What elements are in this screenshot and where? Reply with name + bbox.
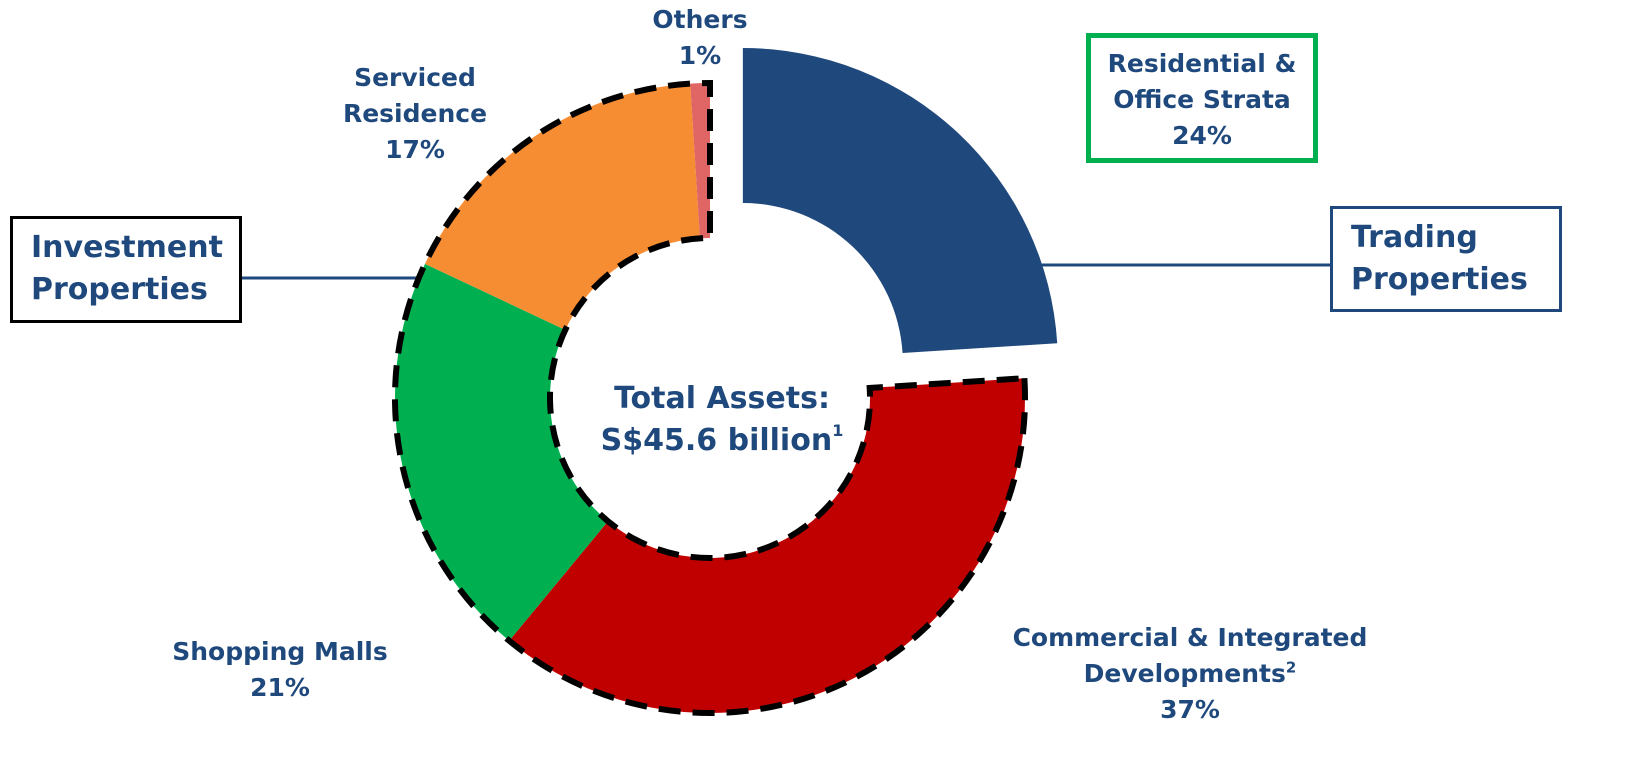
slice-label: Commercial & Integrated Developments2 37%	[990, 620, 1390, 728]
slice-label: Residential & Office Strata 24%	[1086, 46, 1318, 154]
value-label: 1%	[678, 41, 722, 70]
category: Commercial & Integrated Developments	[1012, 623, 1368, 688]
category: Serviced Residence	[342, 63, 488, 128]
segment	[509, 378, 1026, 713]
segment	[395, 263, 609, 641]
value-label: 24%	[1172, 121, 1232, 150]
slice-label: Serviced Residence 17%	[320, 60, 510, 168]
segment	[424, 83, 700, 330]
value-label: 21%	[250, 673, 310, 702]
value-label: 17%	[385, 135, 445, 164]
center-text: S$45.6 billion1	[601, 421, 844, 458]
center-line: S$45.6 billion	[601, 423, 833, 458]
center-line: Total Assets:	[614, 381, 830, 416]
footnote: 1	[832, 421, 843, 440]
center-text: Total Assets:	[614, 381, 830, 416]
highlight-box	[1086, 33, 1318, 163]
slice-label: Shopping Malls 21%	[140, 634, 420, 706]
category: Residential & Office Strata	[1107, 49, 1297, 114]
footnote: 2	[1285, 658, 1297, 677]
group-outline	[392, 79, 1028, 716]
value-label: 37%	[1160, 695, 1220, 724]
category: Others	[652, 5, 748, 34]
group-box: Trading Properties	[1330, 206, 1562, 312]
slice-label: Others 1%	[630, 2, 770, 74]
segment	[690, 83, 710, 239]
category: Shopping Malls	[172, 637, 388, 666]
group-box: Investment Properties	[10, 216, 242, 323]
segments	[392, 48, 1058, 716]
segment	[742, 48, 1058, 353]
